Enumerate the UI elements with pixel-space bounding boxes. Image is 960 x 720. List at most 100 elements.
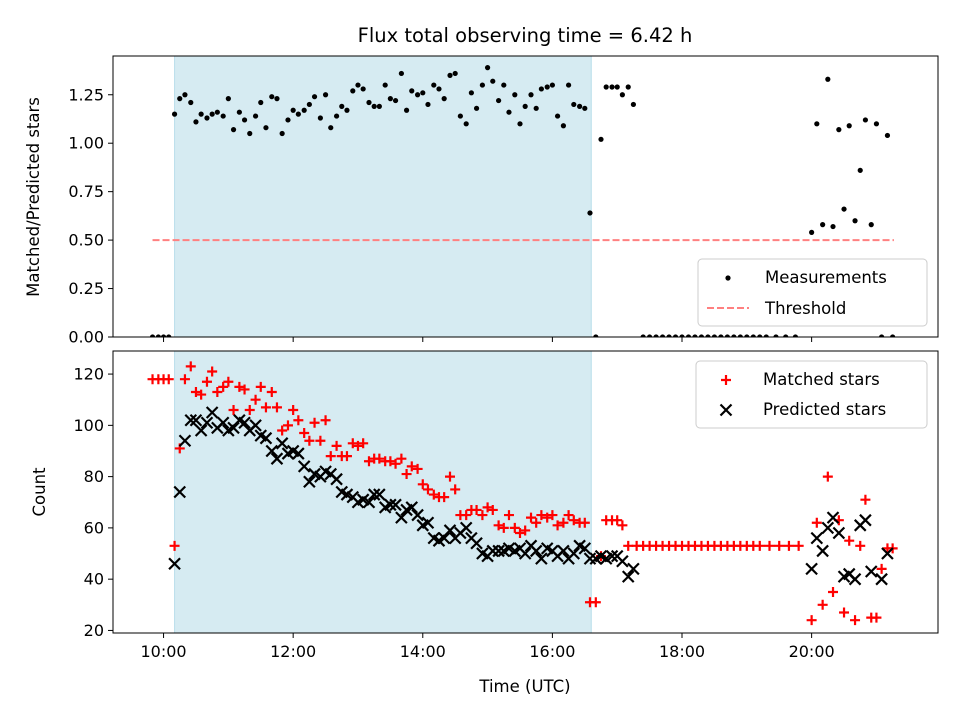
matched-marker — [288, 404, 299, 415]
measurement-point — [214, 109, 220, 115]
measurement-point — [619, 92, 625, 98]
predicted-marker — [275, 437, 289, 450]
predicted-marker — [367, 488, 381, 501]
matched-marker — [482, 502, 493, 513]
matched-marker — [811, 517, 822, 528]
measurement-point — [820, 222, 826, 228]
measurement-point — [565, 82, 572, 88]
measurement-point — [825, 76, 831, 82]
predicted-marker — [832, 526, 846, 540]
measurement-point — [862, 117, 869, 123]
legend-box — [695, 360, 928, 429]
legend-threshold-label: Threshold — [764, 299, 846, 318]
measurement-point — [193, 119, 199, 125]
predicted-marker — [227, 421, 240, 435]
measurement-point — [692, 334, 698, 337]
matched-marker — [542, 512, 553, 523]
measurement-point — [366, 99, 372, 106]
measurement-point — [830, 223, 836, 230]
matched-marker — [498, 522, 509, 533]
measurement-point — [463, 121, 469, 127]
measurement-point — [496, 97, 502, 104]
matched-marker — [260, 402, 271, 413]
measurement-point — [317, 115, 323, 121]
measurement-point — [204, 115, 210, 121]
measurement-point — [698, 334, 705, 337]
matched-marker — [239, 384, 250, 395]
predicted-marker — [621, 570, 635, 583]
measurement-point — [549, 82, 555, 88]
measurement-point — [879, 334, 885, 337]
matched-marker — [218, 381, 229, 392]
matched-marker — [876, 563, 887, 574]
matched-marker — [520, 525, 531, 536]
legend-measurements-marker — [725, 275, 731, 281]
measurement-point — [744, 334, 750, 337]
matched-marker — [623, 540, 634, 551]
matched-marker — [855, 540, 866, 551]
measurement-point — [436, 86, 442, 92]
measurement-point — [269, 94, 275, 100]
measurement-point — [247, 130, 253, 137]
predicted-marker — [189, 413, 203, 427]
matched-marker — [590, 597, 601, 608]
matched-marker — [477, 510, 488, 521]
y-tick-label: 0.25 — [68, 279, 104, 298]
matched-marker — [444, 471, 455, 482]
measurement-point — [311, 94, 318, 100]
predicted-marker — [821, 521, 835, 535]
measurement-point — [258, 99, 264, 106]
axes-frame — [112, 350, 939, 634]
predicted-marker — [859, 513, 872, 527]
matched-marker — [844, 535, 855, 546]
predicted-marker — [330, 472, 343, 486]
matched-marker — [385, 456, 396, 467]
measurement-point — [376, 103, 382, 109]
legend-box — [697, 258, 928, 327]
predicted-marker — [173, 485, 187, 499]
matched-marker — [325, 451, 336, 462]
measurement-point — [718, 334, 724, 337]
measurement-point — [533, 105, 539, 111]
measurement-point — [225, 96, 231, 102]
predicted-marker — [303, 475, 316, 489]
matched-marker — [552, 520, 563, 531]
y-tick-label: 0.50 — [68, 231, 104, 250]
y-tick-label: 20 — [84, 621, 104, 640]
matched-marker — [234, 381, 245, 392]
measurement-point — [517, 121, 523, 127]
matched-marker — [617, 520, 628, 531]
measurement-point — [522, 103, 528, 109]
x-axis-label: Time (UTC) — [478, 677, 570, 696]
measurement-point — [360, 86, 366, 92]
measurement-point — [339, 103, 345, 109]
predicted-marker — [411, 508, 424, 522]
matched-marker — [212, 387, 223, 398]
y-tick-label: 0.75 — [68, 182, 104, 201]
matched-marker — [793, 540, 804, 551]
measurement-point — [884, 132, 891, 139]
predicted-marker — [421, 516, 435, 530]
matched-marker — [547, 510, 558, 521]
predicted-marker — [437, 531, 451, 545]
predicted-marker — [459, 521, 473, 535]
measurement-point — [457, 113, 463, 119]
measurement-point — [857, 167, 863, 173]
matched-marker — [764, 540, 775, 551]
matched-marker — [277, 425, 288, 436]
matched-marker — [531, 517, 542, 528]
measurement-point — [344, 107, 350, 113]
matched-marker — [503, 510, 514, 521]
matched-marker — [871, 612, 882, 623]
predicted-marker — [265, 444, 279, 458]
measurement-point — [582, 105, 588, 111]
legend-predicted-marker — [719, 403, 733, 417]
matched-marker — [558, 517, 569, 528]
measurement-point — [846, 123, 852, 129]
predicted-marker — [557, 544, 570, 558]
predicted-marker — [616, 554, 629, 568]
matched-marker — [396, 453, 407, 464]
measurement-point — [809, 229, 815, 235]
legend-predicted-label: Predicted stars — [763, 400, 886, 419]
predicted-marker — [848, 572, 862, 586]
